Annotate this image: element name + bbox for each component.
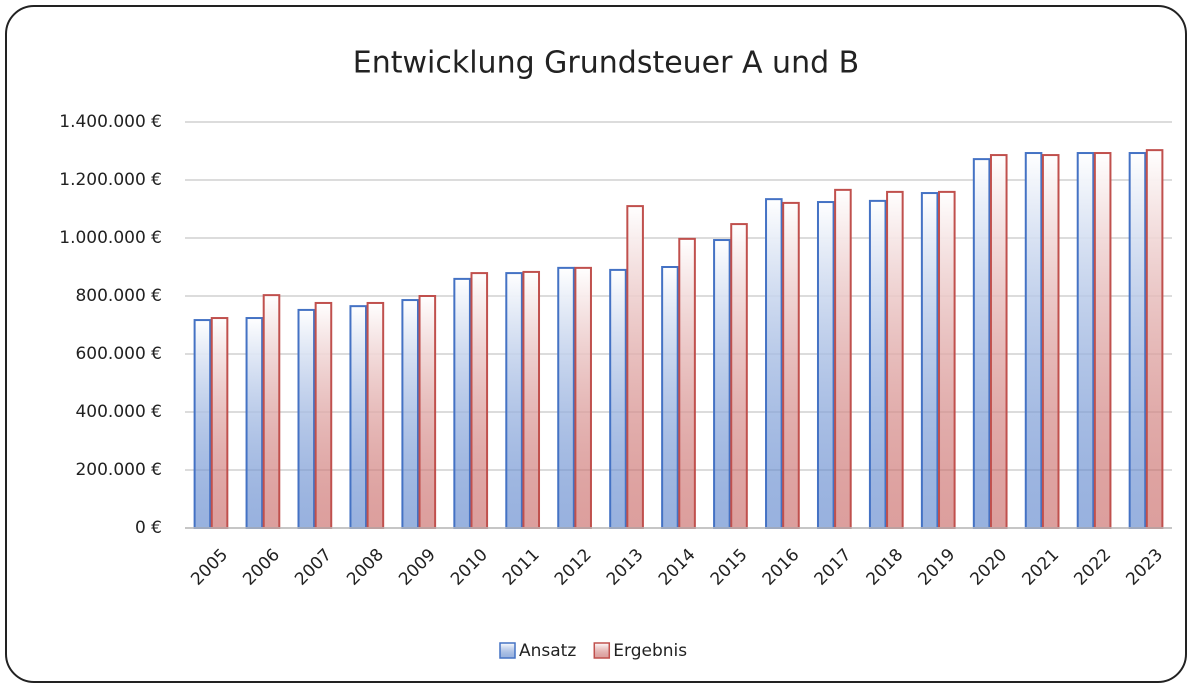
legend-swatch	[499, 642, 516, 659]
bar	[522, 270, 541, 529]
bar	[938, 190, 956, 529]
bar	[609, 268, 627, 529]
bar	[1128, 152, 1147, 529]
bar	[470, 272, 489, 529]
bar	[1024, 152, 1043, 529]
bar	[1041, 154, 1060, 529]
bar	[730, 223, 748, 530]
y-tick-label: 600.000 €	[75, 344, 162, 364]
legend-swatch	[593, 642, 611, 659]
chart-title: Entwicklung Grundsteuer A und B	[353, 46, 860, 81]
legend-label: Ergebnis	[613, 641, 687, 661]
y-tick-label: 0 €	[135, 518, 162, 538]
bar	[418, 295, 437, 529]
bar	[401, 299, 419, 529]
chart-frame	[5, 5, 1187, 683]
bar	[210, 317, 229, 530]
bar	[920, 192, 939, 530]
bar	[678, 237, 696, 529]
bar	[989, 154, 1008, 529]
bar	[1145, 149, 1164, 529]
bar	[366, 301, 385, 529]
bar	[349, 305, 368, 529]
bar	[626, 205, 644, 529]
bar	[314, 301, 333, 529]
bar	[782, 201, 800, 529]
bar	[574, 266, 592, 529]
bar	[505, 272, 523, 529]
bar	[661, 266, 679, 529]
bar	[713, 239, 731, 529]
bar	[972, 158, 991, 529]
bar	[453, 277, 471, 530]
bar	[297, 308, 316, 530]
y-tick-label: 400.000 €	[75, 402, 162, 422]
y-tick-label: 200.000 €	[75, 460, 162, 480]
bar	[1076, 152, 1095, 529]
bar	[886, 190, 904, 529]
bar	[557, 266, 575, 529]
legend-label: Ansatz	[519, 641, 576, 661]
y-tick-label: 800.000 €	[75, 286, 162, 306]
y-tick-label: 1.200.000 €	[59, 170, 162, 190]
bar	[193, 319, 212, 529]
y-tick-label: 1.000.000 €	[59, 228, 162, 248]
bar	[245, 317, 264, 530]
bar	[868, 199, 887, 529]
y-tick-label: 1.400.000 €	[59, 112, 162, 132]
bar	[816, 201, 835, 529]
bar	[765, 198, 783, 529]
bar	[262, 294, 281, 529]
bar	[1093, 152, 1112, 529]
bar	[834, 188, 852, 530]
